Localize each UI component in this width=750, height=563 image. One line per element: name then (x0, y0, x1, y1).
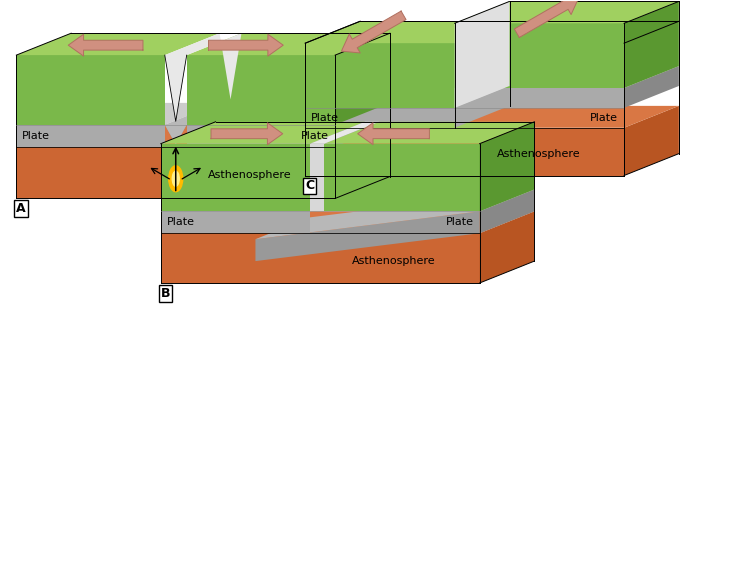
Polygon shape (165, 33, 242, 121)
Polygon shape (187, 125, 335, 147)
Polygon shape (305, 43, 454, 108)
Text: B: B (160, 287, 170, 300)
Polygon shape (454, 86, 509, 128)
Polygon shape (16, 125, 390, 147)
Ellipse shape (169, 166, 183, 191)
Polygon shape (305, 106, 679, 128)
Polygon shape (324, 144, 479, 211)
Polygon shape (341, 11, 406, 53)
Polygon shape (165, 103, 242, 145)
Text: C: C (305, 180, 314, 193)
Polygon shape (324, 122, 535, 144)
Polygon shape (335, 103, 390, 147)
Text: Plate: Plate (302, 131, 329, 141)
Polygon shape (209, 34, 284, 56)
Polygon shape (187, 55, 335, 125)
Text: Asthenosphere: Asthenosphere (496, 149, 580, 159)
Polygon shape (479, 211, 535, 283)
Polygon shape (16, 125, 165, 147)
Polygon shape (454, 66, 679, 88)
Polygon shape (165, 125, 187, 145)
Polygon shape (310, 122, 379, 144)
Polygon shape (165, 55, 187, 121)
Ellipse shape (172, 171, 179, 186)
Polygon shape (68, 34, 143, 56)
Polygon shape (16, 147, 335, 198)
Polygon shape (256, 190, 535, 239)
Polygon shape (16, 55, 165, 125)
Text: Plate: Plate (22, 131, 50, 141)
Text: Plate: Plate (311, 113, 339, 123)
Polygon shape (454, 66, 509, 108)
Polygon shape (305, 86, 509, 108)
Text: Plate: Plate (446, 217, 474, 227)
Polygon shape (454, 88, 624, 108)
Polygon shape (187, 33, 390, 55)
Polygon shape (211, 123, 283, 145)
Text: A: A (16, 202, 26, 215)
Polygon shape (305, 128, 624, 176)
Polygon shape (160, 233, 479, 283)
Text: Plate: Plate (590, 113, 618, 123)
Polygon shape (16, 103, 220, 125)
Polygon shape (305, 21, 509, 43)
Text: Asthenosphere: Asthenosphere (208, 170, 291, 180)
Polygon shape (256, 211, 479, 261)
Text: Asthenosphere: Asthenosphere (352, 256, 436, 266)
Polygon shape (624, 1, 679, 88)
Polygon shape (514, 0, 579, 38)
Polygon shape (305, 108, 454, 128)
Polygon shape (160, 190, 365, 211)
Polygon shape (160, 122, 365, 144)
Polygon shape (454, 1, 509, 108)
Polygon shape (16, 33, 220, 55)
Polygon shape (624, 106, 679, 176)
Polygon shape (358, 123, 430, 145)
Text: Plate: Plate (166, 217, 195, 227)
Polygon shape (160, 211, 310, 233)
Polygon shape (454, 1, 679, 23)
Polygon shape (479, 190, 535, 233)
Polygon shape (479, 122, 535, 211)
Polygon shape (160, 211, 535, 233)
Polygon shape (335, 125, 390, 198)
Polygon shape (335, 33, 390, 125)
Polygon shape (160, 144, 310, 211)
Polygon shape (187, 103, 390, 125)
Polygon shape (454, 23, 624, 88)
Polygon shape (310, 144, 324, 211)
Polygon shape (624, 66, 679, 108)
